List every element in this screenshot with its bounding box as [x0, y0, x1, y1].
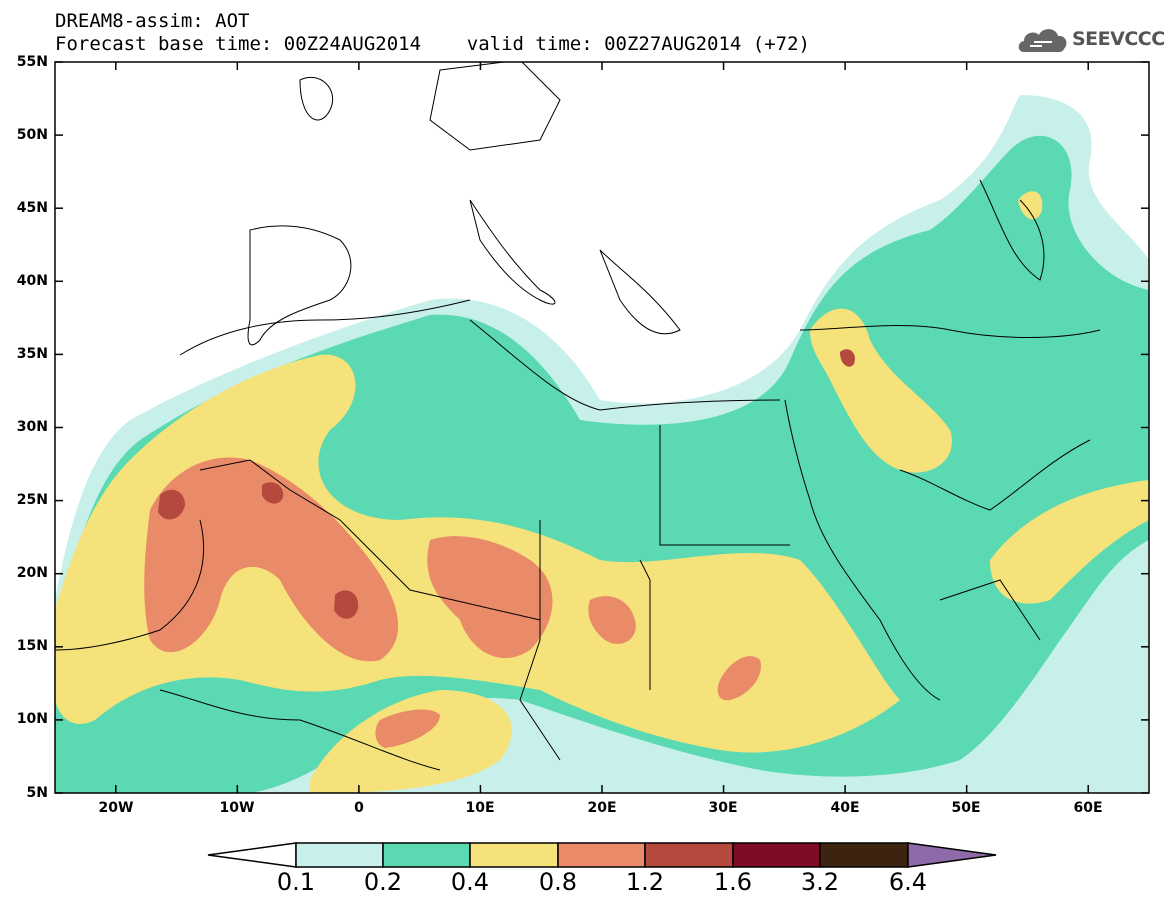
map-title-line1: DREAM8-assim: AOT — [55, 10, 250, 32]
x-tick-label: 20W — [98, 800, 134, 816]
y-tick-label: 45N — [16, 200, 48, 216]
aot-region-1.2-c — [334, 590, 359, 619]
colorbar-swatch-1.2 — [644, 842, 734, 868]
x-tick-label: 50E — [951, 800, 981, 816]
aot-region-1.2-a — [158, 489, 185, 520]
seevccc-logo: SEEVCCC — [1016, 22, 1165, 58]
aot-region-0.8-nigeria — [375, 709, 440, 748]
y-tick-label: 25N — [16, 492, 48, 508]
logo-text: SEEVCCC — [1072, 28, 1165, 50]
colorbar-label: 0.8 — [538, 868, 578, 896]
y-tick-label: 55N — [16, 54, 48, 70]
x-tick-label: 10E — [465, 800, 495, 816]
y-tick-label: 50N — [16, 127, 48, 143]
colorbar-label: 6.4 — [888, 868, 928, 896]
colorbar-label: 1.6 — [713, 868, 753, 896]
colorbar-swatch-0.8 — [557, 842, 646, 868]
y-tick-label: 10N — [16, 711, 48, 727]
colorbar-low-arrow — [207, 842, 297, 868]
map-title-line2: Forecast base time: 00Z24AUG2014 valid t… — [55, 33, 810, 55]
x-tick-label: 10W — [219, 800, 255, 816]
aot-region-1.2-b — [262, 482, 284, 504]
colorbar-swatch-0.2 — [382, 842, 471, 868]
aot-region-0.8-chad — [588, 596, 636, 644]
x-tick-label: 20E — [587, 800, 617, 816]
colorbar-label: 3.2 — [800, 868, 840, 896]
y-tick-label: 30N — [16, 419, 48, 435]
y-tick-label: 35N — [16, 346, 48, 362]
y-tick-label: 40N — [16, 273, 48, 289]
y-tick-label: 5N — [26, 785, 48, 801]
colorbar-swatch-0.1 — [295, 842, 384, 868]
x-tick-label: 60E — [1073, 800, 1103, 816]
aot-region-0.4-oman — [990, 480, 1149, 604]
aot-region-0.8-mali — [427, 536, 553, 659]
colorbar-swatch-1.6 — [732, 842, 821, 868]
colorbar-label: 0.1 — [276, 868, 316, 896]
y-tick-label: 15N — [16, 638, 48, 654]
x-tick-label: 0 — [354, 800, 364, 816]
colorbar-swatch-3.2 — [819, 842, 909, 868]
aot-region-0.4-south — [310, 690, 512, 793]
colorbar-label: 0.4 — [450, 868, 490, 896]
aot-contour-fields — [55, 62, 1149, 793]
y-tick-label: 20N — [16, 565, 48, 581]
x-tick-label: 40E — [830, 800, 860, 816]
cloud-logo-icon — [1018, 29, 1067, 52]
x-tick-label: 30E — [708, 800, 738, 816]
colorbar — [207, 842, 997, 868]
colorbar-label: 0.2 — [363, 868, 403, 896]
colorbar-high-arrow — [907, 842, 997, 868]
colorbar-swatch-0.4 — [469, 842, 559, 868]
axis-ticks — [55, 61, 1149, 794]
colorbar-label: 1.2 — [625, 868, 665, 896]
aot-region-1.2-d — [840, 349, 855, 367]
aot-region-0.4-caspian — [1018, 191, 1043, 220]
coastlines-and-borders — [55, 62, 1101, 771]
aot-region-0.8-sudan — [717, 656, 761, 701]
